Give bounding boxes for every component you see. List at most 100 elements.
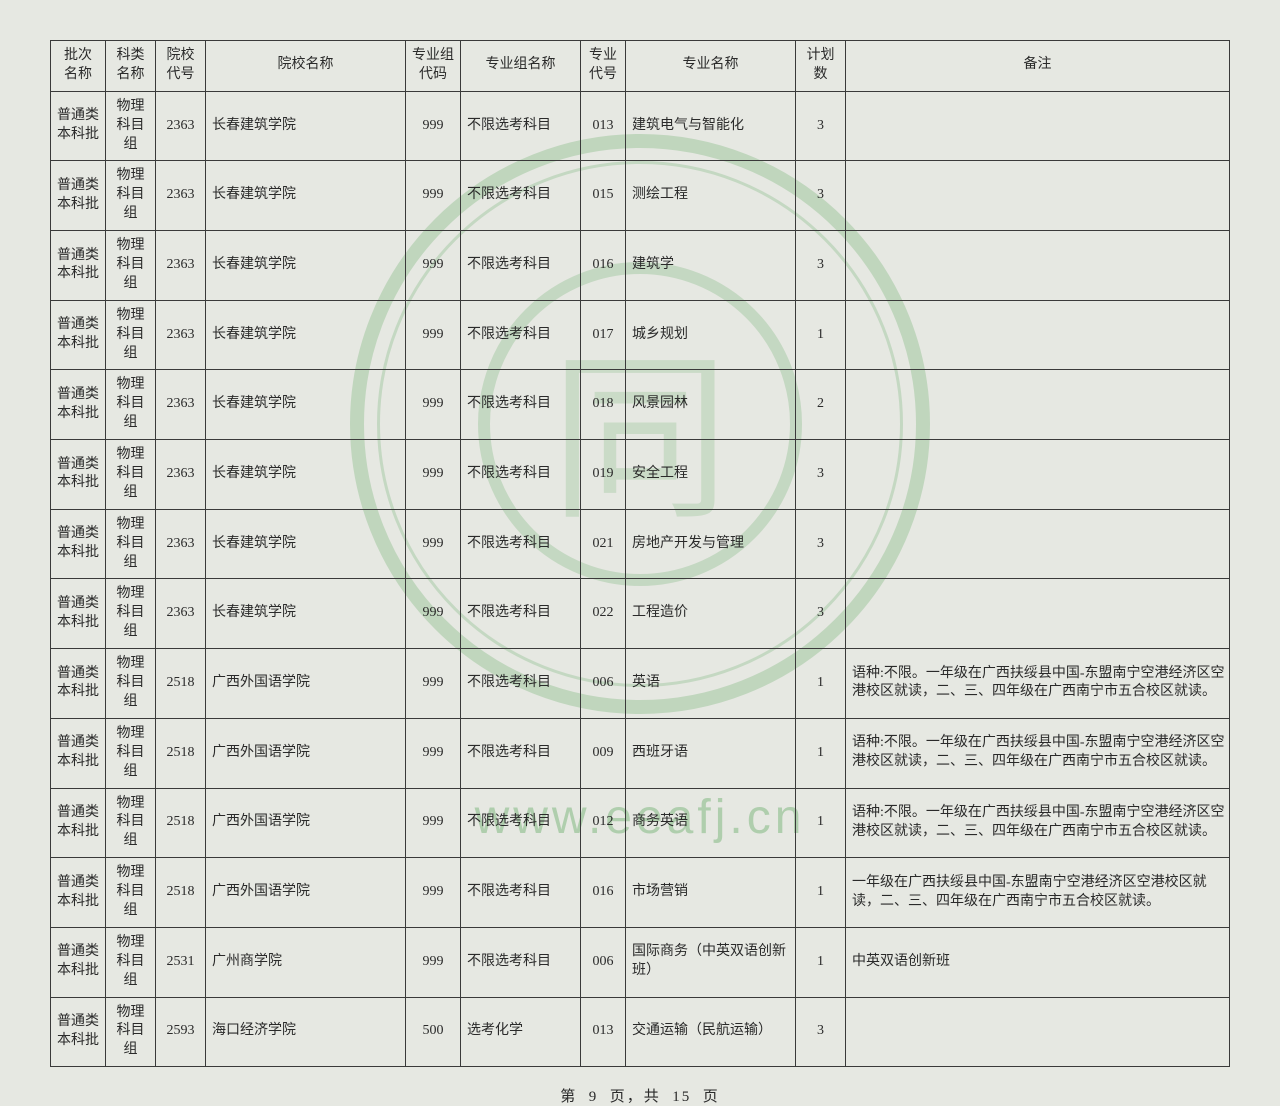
cell-r1-c4: 999 [406,161,461,231]
cell-r1-c7: 测绘工程 [626,161,796,231]
cell-r4-c9 [846,370,1230,440]
cell-r1-c1: 物理科目组 [106,161,156,231]
cell-r5-c4: 999 [406,440,461,510]
cell-r11-c1: 物理科目组 [106,858,156,928]
cell-r4-c5: 不限选考科目 [461,370,581,440]
cell-r3-c9 [846,300,1230,370]
cell-r1-c6: 015 [581,161,626,231]
cell-r10-c7: 商务英语 [626,788,796,858]
cell-r13-c6: 013 [581,997,626,1067]
table-row: 普通类本科批物理科目组2518广西外国语学院999不限选考科目006英语1语种:… [51,649,1230,719]
col-2: 院校代号 [156,41,206,92]
cell-r11-c8: 1 [796,858,846,928]
col-3: 院校名称 [206,41,406,92]
cell-r11-c2: 2518 [156,858,206,928]
cell-r13-c1: 物理科目组 [106,997,156,1067]
cell-r8-c3: 广西外国语学院 [206,649,406,719]
cell-r6-c3: 长春建筑学院 [206,509,406,579]
cell-r1-c3: 长春建筑学院 [206,161,406,231]
cell-r7-c1: 物理科目组 [106,579,156,649]
cell-r13-c3: 海口经济学院 [206,997,406,1067]
cell-r10-c1: 物理科目组 [106,788,156,858]
cell-r8-c2: 2518 [156,649,206,719]
cell-r8-c1: 物理科目组 [106,649,156,719]
cell-r12-c9: 中英双语创新班 [846,927,1230,997]
cell-r3-c6: 017 [581,300,626,370]
cell-r10-c9: 语种:不限。一年级在广西扶绥县中国-东盟南宁空港经济区空港校区就读，二、三、四年… [846,788,1230,858]
cell-r10-c6: 012 [581,788,626,858]
cell-r7-c3: 长春建筑学院 [206,579,406,649]
cell-r6-c2: 2363 [156,509,206,579]
cell-r8-c7: 英语 [626,649,796,719]
table-row: 普通类本科批物理科目组2593海口经济学院500选考化学013交通运输（民航运输… [51,997,1230,1067]
cell-r4-c3: 长春建筑学院 [206,370,406,440]
cell-r11-c6: 016 [581,858,626,928]
cell-r8-c9: 语种:不限。一年级在广西扶绥县中国-东盟南宁空港经济区空港校区就读，二、三、四年… [846,649,1230,719]
page-indicator: 第 9 页，共 15 页 [50,1085,1230,1106]
cell-r9-c4: 999 [406,718,461,788]
pager-of: 页，共 [610,1089,661,1105]
cell-r5-c1: 物理科目组 [106,440,156,510]
cell-r6-c4: 999 [406,509,461,579]
cell-r0-c9 [846,91,1230,161]
cell-r2-c9 [846,231,1230,301]
cell-r3-c3: 长春建筑学院 [206,300,406,370]
cell-r9-c8: 1 [796,718,846,788]
cell-r9-c0: 普通类本科批 [51,718,106,788]
cell-r8-c6: 006 [581,649,626,719]
cell-r0-c6: 013 [581,91,626,161]
cell-r12-c3: 广州商学院 [206,927,406,997]
cell-r7-c9 [846,579,1230,649]
col-4: 专业组代码 [406,41,461,92]
cell-r6-c1: 物理科目组 [106,509,156,579]
cell-r9-c6: 009 [581,718,626,788]
col-7: 专业名称 [626,41,796,92]
cell-r2-c6: 016 [581,231,626,301]
cell-r12-c8: 1 [796,927,846,997]
cell-r1-c0: 普通类本科批 [51,161,106,231]
pager-total: 15 [672,1089,691,1105]
cell-r4-c4: 999 [406,370,461,440]
cell-r6-c6: 021 [581,509,626,579]
cell-r2-c2: 2363 [156,231,206,301]
cell-r5-c7: 安全工程 [626,440,796,510]
cell-r13-c7: 交通运输（民航运输） [626,997,796,1067]
col-6: 专业代号 [581,41,626,92]
cell-r7-c4: 999 [406,579,461,649]
table-row: 普通类本科批物理科目组2363长春建筑学院999不限选考科目018风景园林2 [51,370,1230,440]
cell-r3-c0: 普通类本科批 [51,300,106,370]
table-row: 普通类本科批物理科目组2518广西外国语学院999不限选考科目016市场营销1一… [51,858,1230,928]
cell-r7-c5: 不限选考科目 [461,579,581,649]
cell-r9-c9: 语种:不限。一年级在广西扶绥县中国-东盟南宁空港经济区空港校区就读，二、三、四年… [846,718,1230,788]
cell-r5-c5: 不限选考科目 [461,440,581,510]
cell-r0-c4: 999 [406,91,461,161]
cell-r7-c6: 022 [581,579,626,649]
col-9: 备注 [846,41,1230,92]
cell-r9-c5: 不限选考科目 [461,718,581,788]
cell-r3-c7: 城乡规划 [626,300,796,370]
cell-r5-c2: 2363 [156,440,206,510]
cell-r7-c7: 工程造价 [626,579,796,649]
cell-r5-c3: 长春建筑学院 [206,440,406,510]
cell-r11-c3: 广西外国语学院 [206,858,406,928]
cell-r7-c2: 2363 [156,579,206,649]
cell-r12-c7: 国际商务（中英双语创新班） [626,927,796,997]
cell-r6-c8: 3 [796,509,846,579]
table-head: 批次名称科类名称院校代号院校名称专业组代码专业组名称专业代号专业名称计划数备注 [51,41,1230,92]
cell-r12-c1: 物理科目组 [106,927,156,997]
cell-r8-c4: 999 [406,649,461,719]
col-0: 批次名称 [51,41,106,92]
cell-r5-c6: 019 [581,440,626,510]
cell-r1-c8: 3 [796,161,846,231]
cell-r13-c8: 3 [796,997,846,1067]
cell-r13-c2: 2593 [156,997,206,1067]
cell-r9-c7: 西班牙语 [626,718,796,788]
col-1: 科类名称 [106,41,156,92]
cell-r0-c7: 建筑电气与智能化 [626,91,796,161]
table-row: 普通类本科批物理科目组2531广州商学院999不限选考科目006国际商务（中英双… [51,927,1230,997]
cell-r10-c3: 广西外国语学院 [206,788,406,858]
table-row: 普通类本科批物理科目组2518广西外国语学院999不限选考科目009西班牙语1语… [51,718,1230,788]
cell-r1-c5: 不限选考科目 [461,161,581,231]
cell-r10-c0: 普通类本科批 [51,788,106,858]
cell-r11-c7: 市场营销 [626,858,796,928]
